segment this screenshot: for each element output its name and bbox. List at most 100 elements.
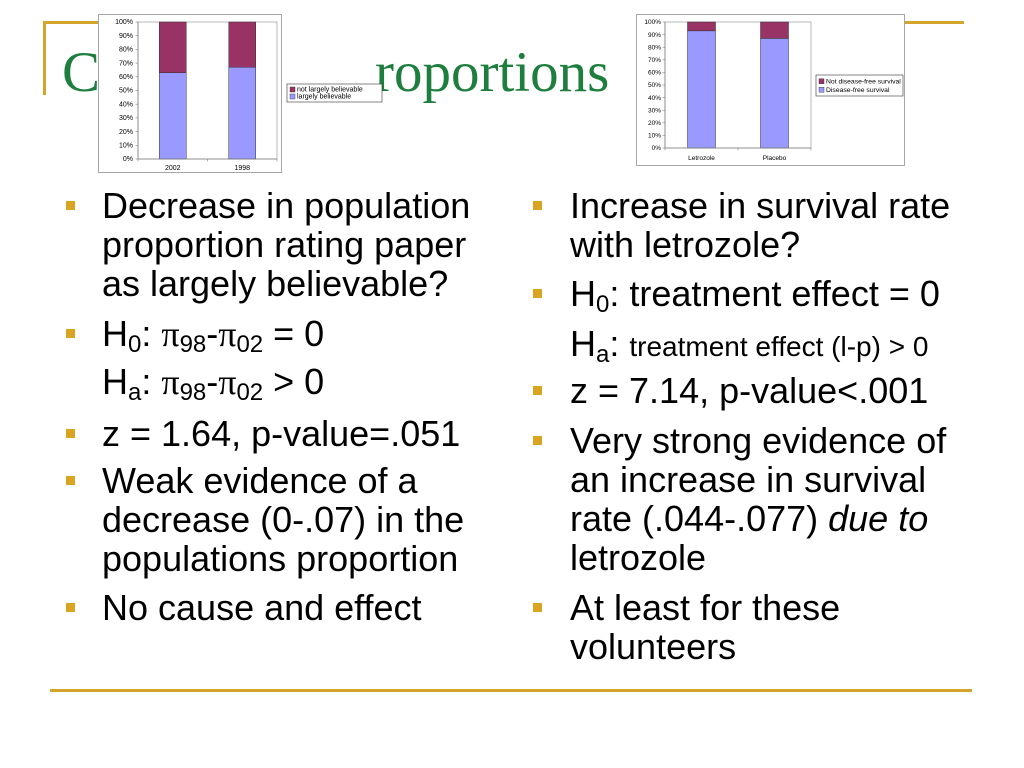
slide-title-visible-end: roportions: [375, 41, 610, 104]
category-label: 1998: [234, 165, 250, 172]
y-tick-label: 100%: [115, 19, 133, 26]
top-right-horizontal-rule: [903, 21, 964, 24]
hypothesis-symbol: H: [102, 361, 128, 402]
right-bullet-test-result: z = 7.14, p-value<.001: [533, 370, 975, 411]
legend: Not disease-free survival Disease-free su…: [815, 74, 904, 97]
caveat-text: No cause and effect: [102, 587, 422, 628]
hypothesis-relation: = 0: [263, 313, 325, 354]
legend-label: not largely believable: [297, 87, 363, 94]
right-bullet-conclusion: Very strong evidence of an increase in s…: [533, 420, 975, 578]
left-bullet-question: Decrease in population proportion rating…: [66, 185, 497, 304]
hypothesis-relation: > 0: [263, 361, 325, 402]
right-alternative-hypothesis: Ha: treatment effect (l-p) > 0: [570, 323, 975, 368]
legend-label: Disease-free survival: [826, 87, 890, 94]
left-bullet-null-hypothesis: H0: π98-π02 = 0: [66, 313, 497, 357]
conclusion-text-after: letrozole: [570, 537, 707, 578]
minus-sign: -: [206, 361, 219, 402]
top-left-vertical-rule: [43, 21, 46, 95]
pi-symbol: π: [218, 314, 237, 354]
hypothesis-symbol: H: [570, 273, 596, 314]
first-year-subscript: 98: [179, 331, 207, 358]
legend-box: [286, 83, 383, 103]
hypothesis-colon: :: [141, 361, 162, 402]
hypothesis-symbol: H: [102, 313, 128, 354]
y-tick-label: 80%: [648, 44, 661, 51]
y-tick-label: 50%: [119, 88, 133, 95]
legend-label: largely believable: [297, 94, 351, 101]
y-tick-label: 20%: [648, 120, 661, 127]
minus-sign: -: [206, 313, 219, 354]
second-year-subscript: 02: [236, 379, 264, 406]
conclusion-text: Weak evidence of a decrease (0-.07) in t…: [102, 460, 465, 579]
bullet-marker: [66, 201, 75, 210]
test-result-text: z = 1.64, p-value=.051: [102, 413, 461, 454]
hypothesis-subscript: a: [596, 341, 610, 368]
first-year-subscript: 98: [179, 379, 207, 406]
y-tick-label: 30%: [119, 115, 133, 122]
bullet-marker: [533, 289, 542, 298]
bar-segment-not-largely-believable: [228, 21, 256, 68]
bullet-marker: [533, 603, 542, 612]
left-bullet-test-result: z = 1.64, p-value=.051: [66, 413, 497, 454]
pi-symbol: π: [161, 362, 180, 402]
category-label: Placebo: [763, 155, 787, 162]
bar-segment-largely-believable: [228, 66, 256, 160]
y-tick-label: 0%: [652, 145, 662, 152]
right-bullet-caveat: At least for these volunteers: [533, 587, 975, 667]
left-bullet-caveat: No cause and effect: [66, 587, 497, 628]
y-tick-label: 40%: [648, 95, 661, 102]
y-tick-label: 60%: [648, 70, 661, 77]
pi-symbol: π: [161, 314, 180, 354]
y-tick-label: 40%: [119, 101, 133, 108]
pi-symbol: π: [218, 362, 237, 402]
bar-segment-largely-believable: [159, 72, 187, 160]
question-text: Decrease in population proportion rating…: [102, 185, 471, 304]
bullet-marker: [66, 603, 75, 612]
legend-box: [815, 74, 904, 97]
hypothesis-statement: treatment effect (l-p) > 0: [629, 331, 929, 362]
plot-area: [137, 21, 278, 160]
category-label: Letrozole: [688, 155, 715, 162]
chart-survival: 0% 10% 20% 30% 40% 50% 60% 70% 80% 90% 100% Letrozo…: [636, 14, 905, 166]
y-tick-label: 90%: [648, 32, 661, 39]
left-alternative-hypothesis: Ha: π98-π02 > 0: [102, 361, 497, 405]
y-tick-label: 70%: [648, 57, 661, 64]
y-tick-label: 30%: [648, 107, 661, 114]
bullet-marker: [66, 329, 75, 338]
hypothesis-symbol: H: [570, 323, 596, 364]
legend-swatch: [289, 93, 296, 100]
bullet-marker: [533, 386, 542, 395]
hypothesis-colon: :: [609, 323, 630, 364]
y-tick-label: 70%: [119, 60, 133, 67]
conclusion-emphasis: due to: [828, 498, 929, 539]
y-tick-label: 20%: [119, 129, 133, 136]
conclusion-text-before: Very strong evidence of an increase in s…: [570, 420, 947, 539]
bar-segment-disease-free-survival: [760, 38, 789, 149]
bullet-marker: [533, 436, 542, 445]
legend-label: Not disease-free survival: [826, 78, 901, 85]
y-tick-label: 50%: [648, 82, 661, 89]
plot-area: [664, 21, 812, 149]
second-year-subscript: 02: [236, 331, 264, 358]
y-tick-label: 10%: [119, 143, 133, 150]
bar-segment-disease-free-survival: [687, 30, 716, 149]
test-result-text: z = 7.14, p-value<.001: [570, 370, 929, 411]
category-label: 2002: [165, 165, 181, 172]
chart-believability: 0% 10% 20% 30% 40% 50% 60% 70% 80% 90% 100% 2002 199…: [98, 14, 383, 173]
y-tick-label: 100%: [644, 19, 661, 26]
left-bullet-conclusion: Weak evidence of a decrease (0-.07) in t…: [66, 460, 497, 579]
top-left-horizontal-rule: [43, 21, 100, 24]
bullet-marker: [66, 429, 75, 438]
y-tick-label: 60%: [119, 74, 133, 81]
hypothesis-subscript: a: [128, 379, 142, 406]
y-tick-label: 90%: [119, 33, 133, 40]
legend-swatch: [818, 87, 825, 93]
bar-segment-not-disease-free-survival: [687, 21, 716, 32]
hypothesis-subscript: 0: [596, 291, 610, 318]
hypothesis-colon: :: [141, 313, 162, 354]
right-bullet-question: Increase in survival rate with letrozole…: [533, 186, 975, 264]
caveat-text: At least for these volunteers: [570, 587, 841, 667]
legend-swatch: [289, 86, 296, 93]
slide-title-visible-start: C: [62, 41, 101, 104]
